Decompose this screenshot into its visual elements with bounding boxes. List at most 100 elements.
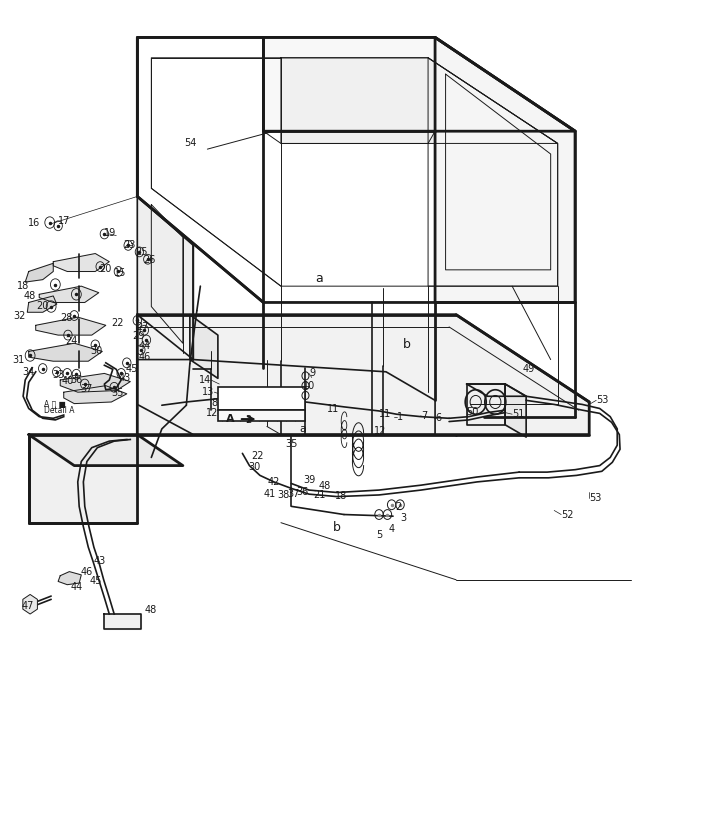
Text: 48: 48: [318, 481, 331, 491]
Text: 18: 18: [335, 491, 347, 501]
Text: 14: 14: [199, 375, 211, 385]
Text: 2: 2: [245, 415, 251, 425]
Text: 17: 17: [58, 216, 70, 226]
Text: 5: 5: [376, 530, 382, 540]
Polygon shape: [190, 315, 218, 378]
Polygon shape: [29, 435, 183, 466]
Polygon shape: [53, 253, 110, 271]
Text: 21: 21: [313, 490, 326, 500]
Polygon shape: [60, 373, 131, 392]
Text: 48: 48: [145, 605, 157, 615]
Polygon shape: [505, 384, 526, 437]
Text: 46: 46: [139, 352, 151, 362]
Polygon shape: [105, 614, 141, 629]
Text: 41: 41: [264, 489, 276, 499]
Text: 36: 36: [71, 375, 83, 385]
Text: 30: 30: [91, 346, 102, 355]
Text: 15: 15: [114, 268, 126, 278]
Text: 3: 3: [400, 513, 406, 523]
Text: 20: 20: [36, 301, 48, 310]
Text: 32: 32: [13, 311, 26, 321]
Text: b: b: [403, 338, 411, 351]
Polygon shape: [29, 343, 102, 361]
Text: A: A: [226, 414, 234, 424]
Text: 42: 42: [267, 477, 280, 487]
Text: A 統 ■: A 統 ■: [44, 400, 66, 408]
Text: 40: 40: [62, 376, 74, 386]
Text: 8: 8: [212, 398, 218, 408]
Text: 53: 53: [589, 493, 602, 503]
Text: 33: 33: [52, 370, 64, 380]
Text: 23: 23: [124, 240, 135, 250]
Text: 50: 50: [467, 407, 479, 417]
Text: 36: 36: [296, 487, 308, 497]
Text: 45: 45: [90, 576, 102, 586]
Text: 35: 35: [112, 388, 124, 398]
Text: 7: 7: [421, 411, 428, 421]
Text: 2: 2: [395, 502, 402, 512]
Polygon shape: [138, 315, 589, 435]
Text: 13: 13: [202, 387, 214, 397]
Text: 39: 39: [303, 475, 315, 485]
Text: 38: 38: [277, 490, 290, 500]
Polygon shape: [435, 38, 575, 302]
Text: a: a: [300, 424, 307, 434]
Text: 10: 10: [303, 382, 316, 391]
Text: 16: 16: [27, 218, 40, 229]
Polygon shape: [467, 384, 526, 396]
Text: Detail A: Detail A: [44, 406, 74, 416]
Polygon shape: [36, 317, 106, 335]
Polygon shape: [39, 286, 99, 302]
Polygon shape: [58, 572, 81, 585]
Text: 44: 44: [139, 341, 151, 350]
Text: 53: 53: [596, 395, 609, 405]
Polygon shape: [467, 384, 505, 425]
Text: 48: 48: [23, 291, 36, 301]
Text: 52: 52: [561, 510, 574, 520]
Polygon shape: [263, 38, 575, 132]
Text: a: a: [316, 271, 324, 284]
Text: 45: 45: [126, 364, 138, 373]
Text: 25: 25: [135, 247, 147, 257]
Polygon shape: [138, 196, 193, 359]
Text: 43: 43: [119, 373, 131, 383]
Text: 6: 6: [436, 413, 442, 423]
Polygon shape: [281, 58, 557, 144]
Text: 49: 49: [523, 364, 535, 374]
Text: 1: 1: [397, 412, 403, 422]
Polygon shape: [64, 386, 127, 404]
Polygon shape: [29, 435, 138, 523]
Text: 11: 11: [379, 409, 391, 419]
Text: 27: 27: [136, 322, 148, 332]
Text: 28: 28: [60, 313, 72, 323]
Text: 26: 26: [144, 255, 156, 265]
Text: 9: 9: [309, 368, 315, 378]
Text: 47: 47: [22, 600, 34, 611]
Text: 43: 43: [94, 556, 106, 566]
Text: 46: 46: [81, 568, 93, 578]
Text: 51: 51: [512, 409, 524, 419]
Polygon shape: [27, 296, 57, 312]
Text: 12: 12: [206, 408, 218, 418]
Text: 22: 22: [112, 318, 124, 328]
Text: 4: 4: [389, 525, 395, 534]
Text: 19: 19: [105, 228, 117, 238]
Text: 11: 11: [327, 404, 339, 413]
Bar: [218, 410, 305, 421]
Text: 54: 54: [185, 138, 197, 149]
Text: 31: 31: [12, 355, 25, 364]
Text: 34: 34: [22, 367, 34, 377]
Text: 29: 29: [133, 331, 145, 341]
Bar: [218, 387, 305, 410]
Text: 37: 37: [80, 384, 92, 394]
Text: 24: 24: [65, 336, 77, 346]
Text: 30: 30: [249, 462, 260, 472]
Text: 20: 20: [99, 264, 111, 274]
Text: 44: 44: [71, 583, 83, 592]
Text: 12: 12: [374, 426, 387, 436]
Text: 35: 35: [285, 440, 298, 449]
Text: b: b: [333, 521, 341, 534]
Text: 22: 22: [251, 451, 264, 461]
Text: 18: 18: [16, 281, 29, 291]
Polygon shape: [25, 263, 53, 282]
